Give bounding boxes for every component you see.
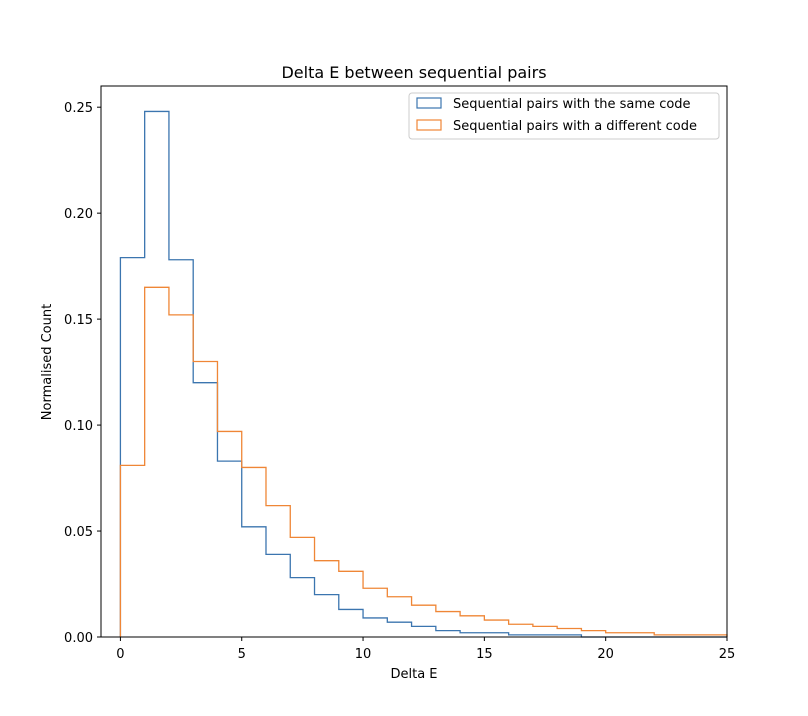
legend-label-same-code: Sequential pairs with the same code: [453, 97, 691, 112]
legend: Sequential pairs with the same code Sequ…: [408, 92, 720, 140]
series-layer: [119, 110, 728, 638]
x-tick-label: 0: [116, 647, 124, 662]
x-tick-label: 25: [719, 647, 736, 662]
y-axis-label: Normalised Count: [40, 304, 55, 420]
y-tick-label: 0.25: [64, 101, 93, 116]
y-tick-label: 0.05: [64, 525, 93, 540]
y-tick-label: 0.00: [64, 631, 93, 646]
x-tick-label: 5: [238, 647, 246, 662]
plot-frame: [100, 85, 728, 638]
x-tick-label: 20: [597, 647, 614, 662]
legend-label-different-code: Sequential pairs with a different code: [453, 119, 697, 134]
chart-title: Delta E between sequential pairs: [281, 63, 546, 82]
y-tick-label: 0.15: [64, 313, 93, 328]
x-axis-ticks: 0 5 10 15 20 25: [116, 637, 735, 662]
x-tick-label: 15: [476, 647, 493, 662]
legend-box: [408, 92, 720, 140]
x-axis-label: Delta E: [390, 667, 437, 682]
y-tick-label: 0.20: [64, 207, 93, 222]
x-tick-label: 10: [355, 647, 372, 662]
y-axis-ticks: 0.00 0.05 0.10 0.15 0.20 0.25: [64, 101, 101, 646]
legend-swatch-different-code: [416, 119, 442, 131]
y-tick-label: 0.10: [64, 419, 93, 434]
histogram-series-1: [119, 286, 728, 637]
legend-swatch-same-code: [416, 97, 442, 109]
histogram-series-0: [119, 110, 727, 638]
